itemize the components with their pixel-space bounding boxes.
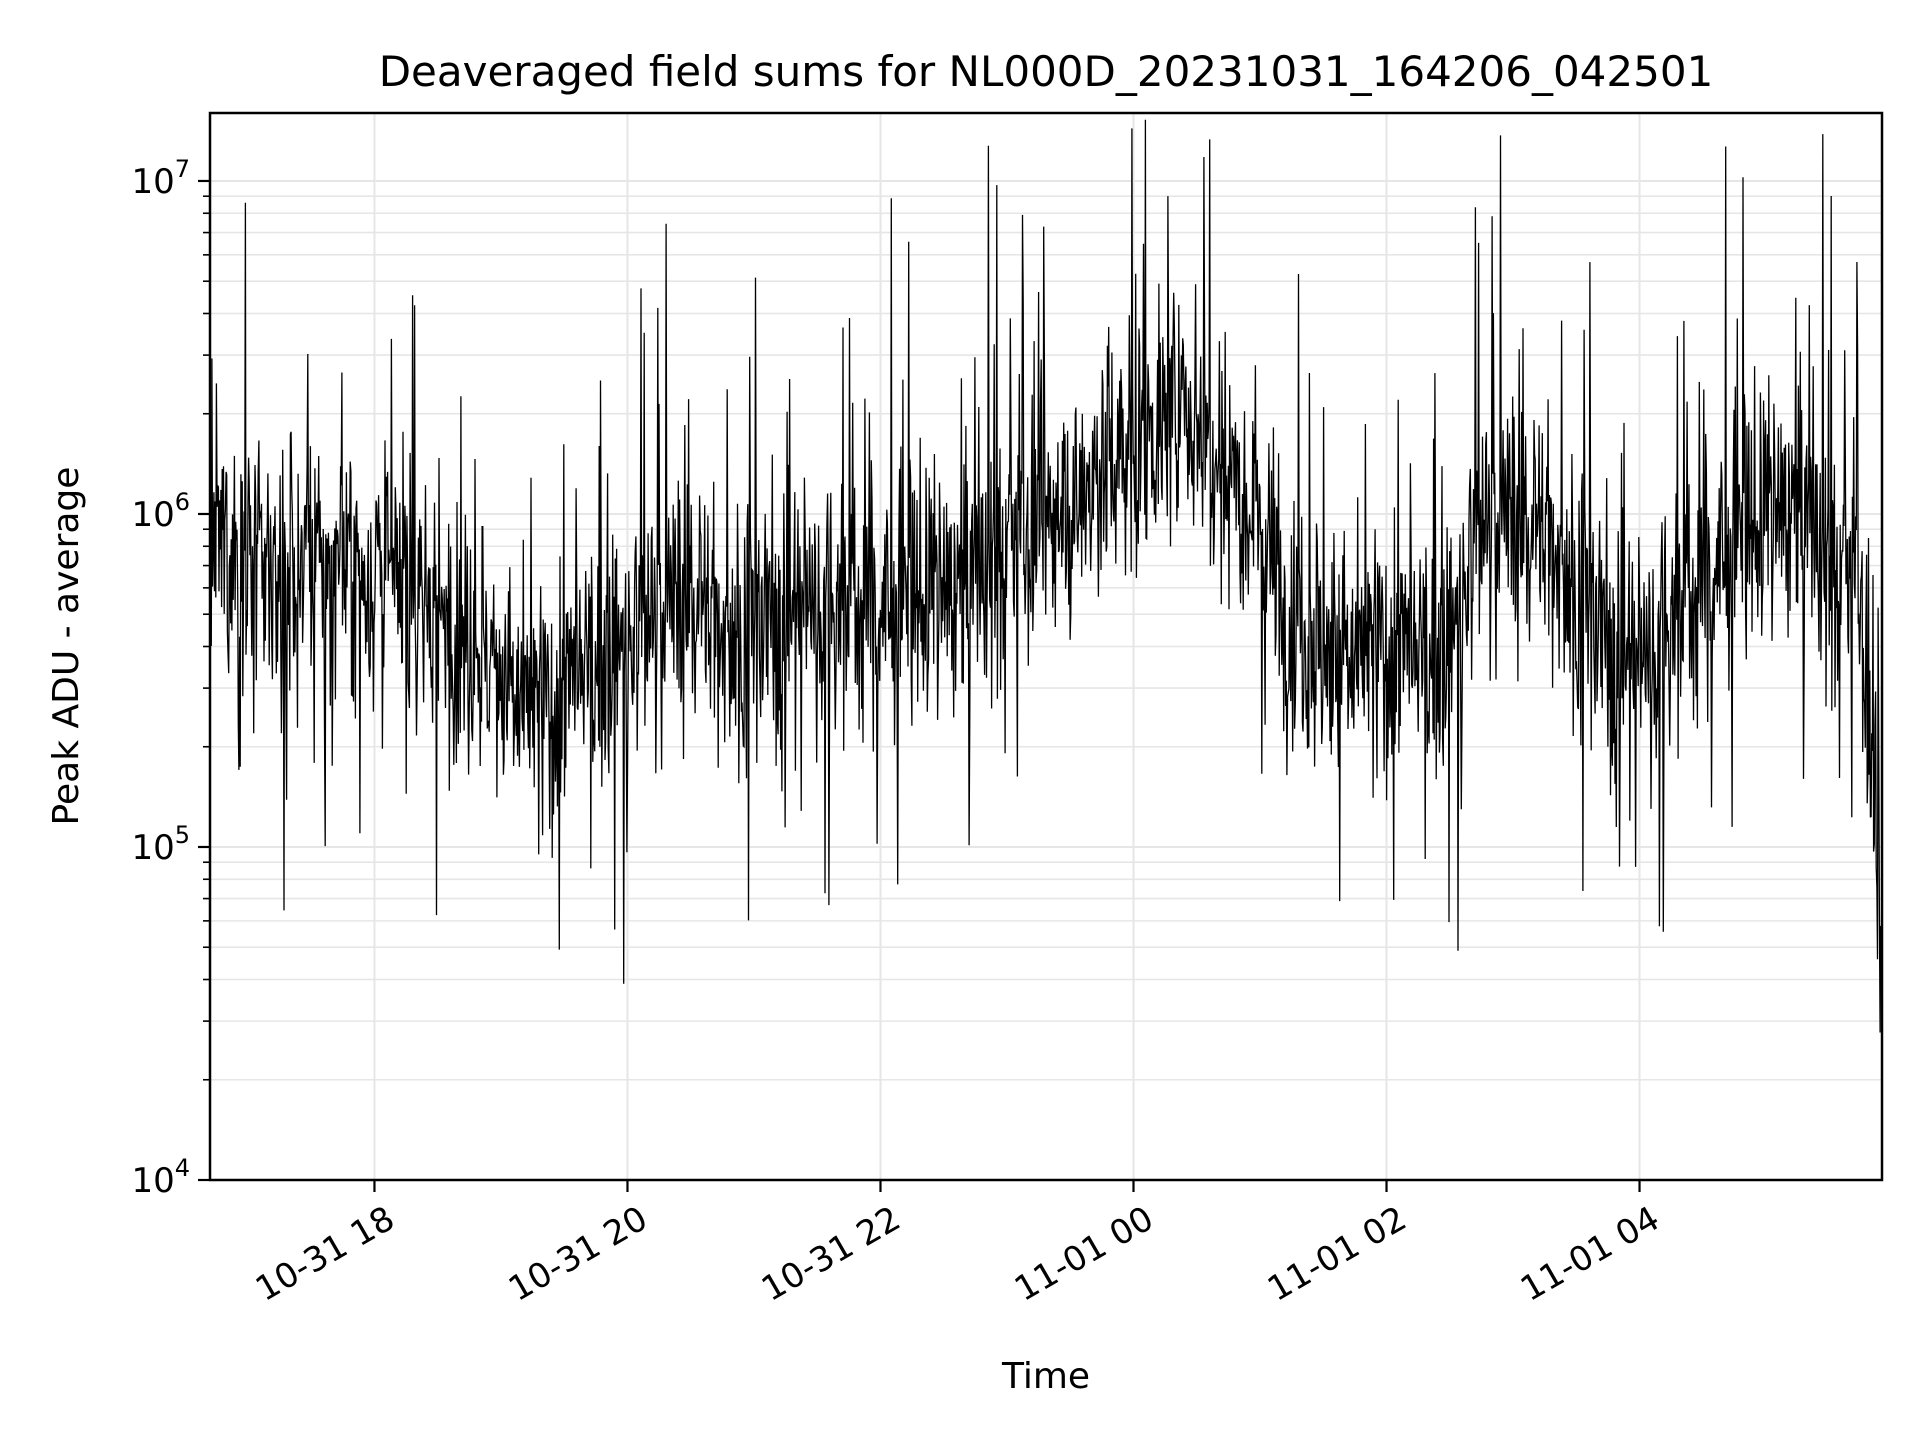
y-tick-label: 105 [131,821,190,868]
y-tick-label: 104 [131,1154,190,1201]
y-axis: 104 105 106 107 [131,155,210,1201]
y-tick-label: 106 [131,488,190,535]
chart-title: Deaveraged field sums for NL000D_2023103… [379,47,1714,96]
y-tick-label: 107 [131,155,190,202]
x-axis-label: Time [1001,1356,1090,1397]
y-axis-label: Peak ADU - average [46,467,87,826]
series-line [209,119,1883,1033]
plot-area [209,119,1883,1033]
